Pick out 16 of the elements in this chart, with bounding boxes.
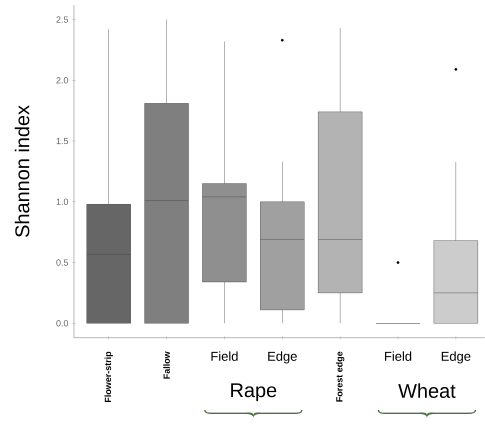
y-axis-title: Shannon index	[14, 105, 30, 238]
x-tick-label: Edge	[442, 351, 470, 364]
x-tick-label: Field	[385, 351, 412, 361]
y-tick-label: 0.0	[56, 320, 68, 327]
x-tick-label: Field	[211, 351, 238, 361]
text: Rape	[231, 383, 276, 402]
text: Wheat	[398, 383, 456, 398]
y-tick-label: 2.0	[56, 77, 68, 84]
x-tick-label: Forest edge	[336, 352, 344, 402]
y-tick-label: 1.0	[56, 198, 68, 206]
x-tick-label: Fallow	[163, 351, 170, 379]
y-tick-label: 2.5	[56, 16, 68, 23]
y-tick-label: 1.5	[56, 138, 68, 144]
x-tick-label: Edge	[268, 351, 297, 364]
y-tick-label: 0.5	[56, 259, 68, 266]
x-tick-label: Flower-strip	[104, 352, 113, 402]
